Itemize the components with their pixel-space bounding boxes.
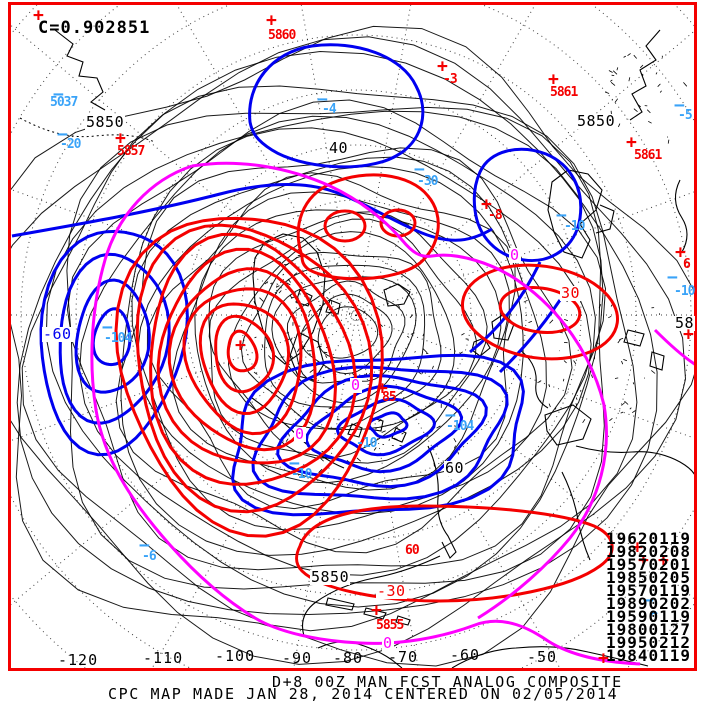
analog-date: 19590119 [606,607,692,626]
high-center-plus-icon: + [683,324,694,345]
station-value: -20 [60,137,82,152]
analog-date: 19570201 [606,555,692,574]
high-center-plus-icon: + [377,378,388,399]
contour-label: 58 [674,314,696,332]
analog-date: 19890202 [606,594,692,613]
longitude-label: -60 [450,646,481,664]
station-value: -10 [291,467,313,482]
station-value: 6 [683,257,691,272]
contour-label: 30 [560,284,582,302]
contour-label: 0 [382,634,394,652]
low-center-minus-icon: − [674,95,685,116]
high-center-plus-icon: + [266,10,277,31]
low-center-minus-icon: − [102,317,113,338]
analog-date: 19620119 [606,529,692,548]
station-value: -8 [488,208,503,223]
station-value: -6 [142,549,157,564]
contour-label: 5850 [85,113,126,131]
high-center-plus-icon: + [638,550,649,571]
caption-line2: CPC MAP MADE JAN 28, 2014 CENTERED ON 02… [108,685,619,703]
analog-date: 19950212 [606,633,692,652]
analog-date: 19820208 [606,542,692,561]
station-value: 5857 [117,144,145,159]
low-center-minus-icon: − [643,590,654,611]
station-value: -3 [443,72,458,87]
analog-date: 19800127 [606,620,692,639]
station-value: -10 [674,284,696,299]
high-center-plus-icon: + [437,56,448,77]
longitude-label: -100 [215,647,256,665]
station-value: 5861 [634,148,662,163]
caption-line1: D+8 00Z MAN FCST ANALOG COMPOSITE [272,673,623,691]
low-center-minus-icon: − [556,205,567,226]
high-center-plus-icon: + [658,550,669,571]
station-value: -5 [678,108,693,123]
longitude-label: -90 [282,649,313,667]
longitude-label: -70 [388,648,419,666]
contour-label: 5850 [310,568,351,586]
analog-date: 19570119 [606,581,692,600]
contour-label: -30 [376,582,407,600]
low-center-minus-icon: − [289,453,300,474]
analog-date: 19840119 [606,646,692,665]
station-value: -10 [356,436,378,451]
station-value: -104 [104,331,132,346]
longitude-label: -80 [333,649,364,667]
contour-label: 40 [328,139,350,157]
high-center-plus-icon: + [632,537,643,558]
station-value: -30 [417,174,439,189]
longitude-label: -120 [58,651,99,669]
low-center-minus-icon: − [53,84,64,105]
station-value: -104 [446,419,474,434]
high-center-plus-icon: + [626,132,637,153]
high-center-plus-icon: + [481,194,492,215]
station-value: 60 [405,543,420,558]
station-value: -10 [564,219,586,234]
contour-label: 60 [444,459,466,477]
low-center-minus-icon: − [445,405,456,426]
contour-label: 0 [294,425,306,443]
contour-label: 0 [509,246,521,264]
station-value: 5855 [376,618,404,633]
station-value: 5037 [50,95,78,110]
low-center-minus-icon: − [57,124,68,145]
station-value: ↔ [650,606,658,621]
high-center-plus-icon: + [548,69,559,90]
analog-date: 19850205 [606,568,692,587]
station-value: 5860 [268,28,296,43]
station-value: -4 [322,102,337,117]
correlation-label: C=0.902851 [38,18,151,38]
high-center-plus-icon: + [33,5,44,26]
high-center-plus-icon: + [598,648,609,669]
longitude-label: -50 [527,648,558,666]
high-center-plus-icon: + [115,128,126,149]
low-center-minus-icon: − [667,267,678,288]
contour-label: 0 [350,376,362,394]
station-value: 5861 [550,85,578,100]
high-center-plus-icon: + [675,242,686,263]
contour-label: 5850 [576,112,617,130]
high-center-plus-icon: + [371,600,382,621]
contour-label: -60 [42,325,73,343]
high-center-plus-icon: + [235,335,246,356]
low-center-minus-icon: − [414,159,425,180]
low-center-minus-icon: − [139,535,150,556]
longitude-label: -110 [143,649,184,667]
low-center-minus-icon: − [317,89,328,110]
station-value: 85 [382,390,397,405]
